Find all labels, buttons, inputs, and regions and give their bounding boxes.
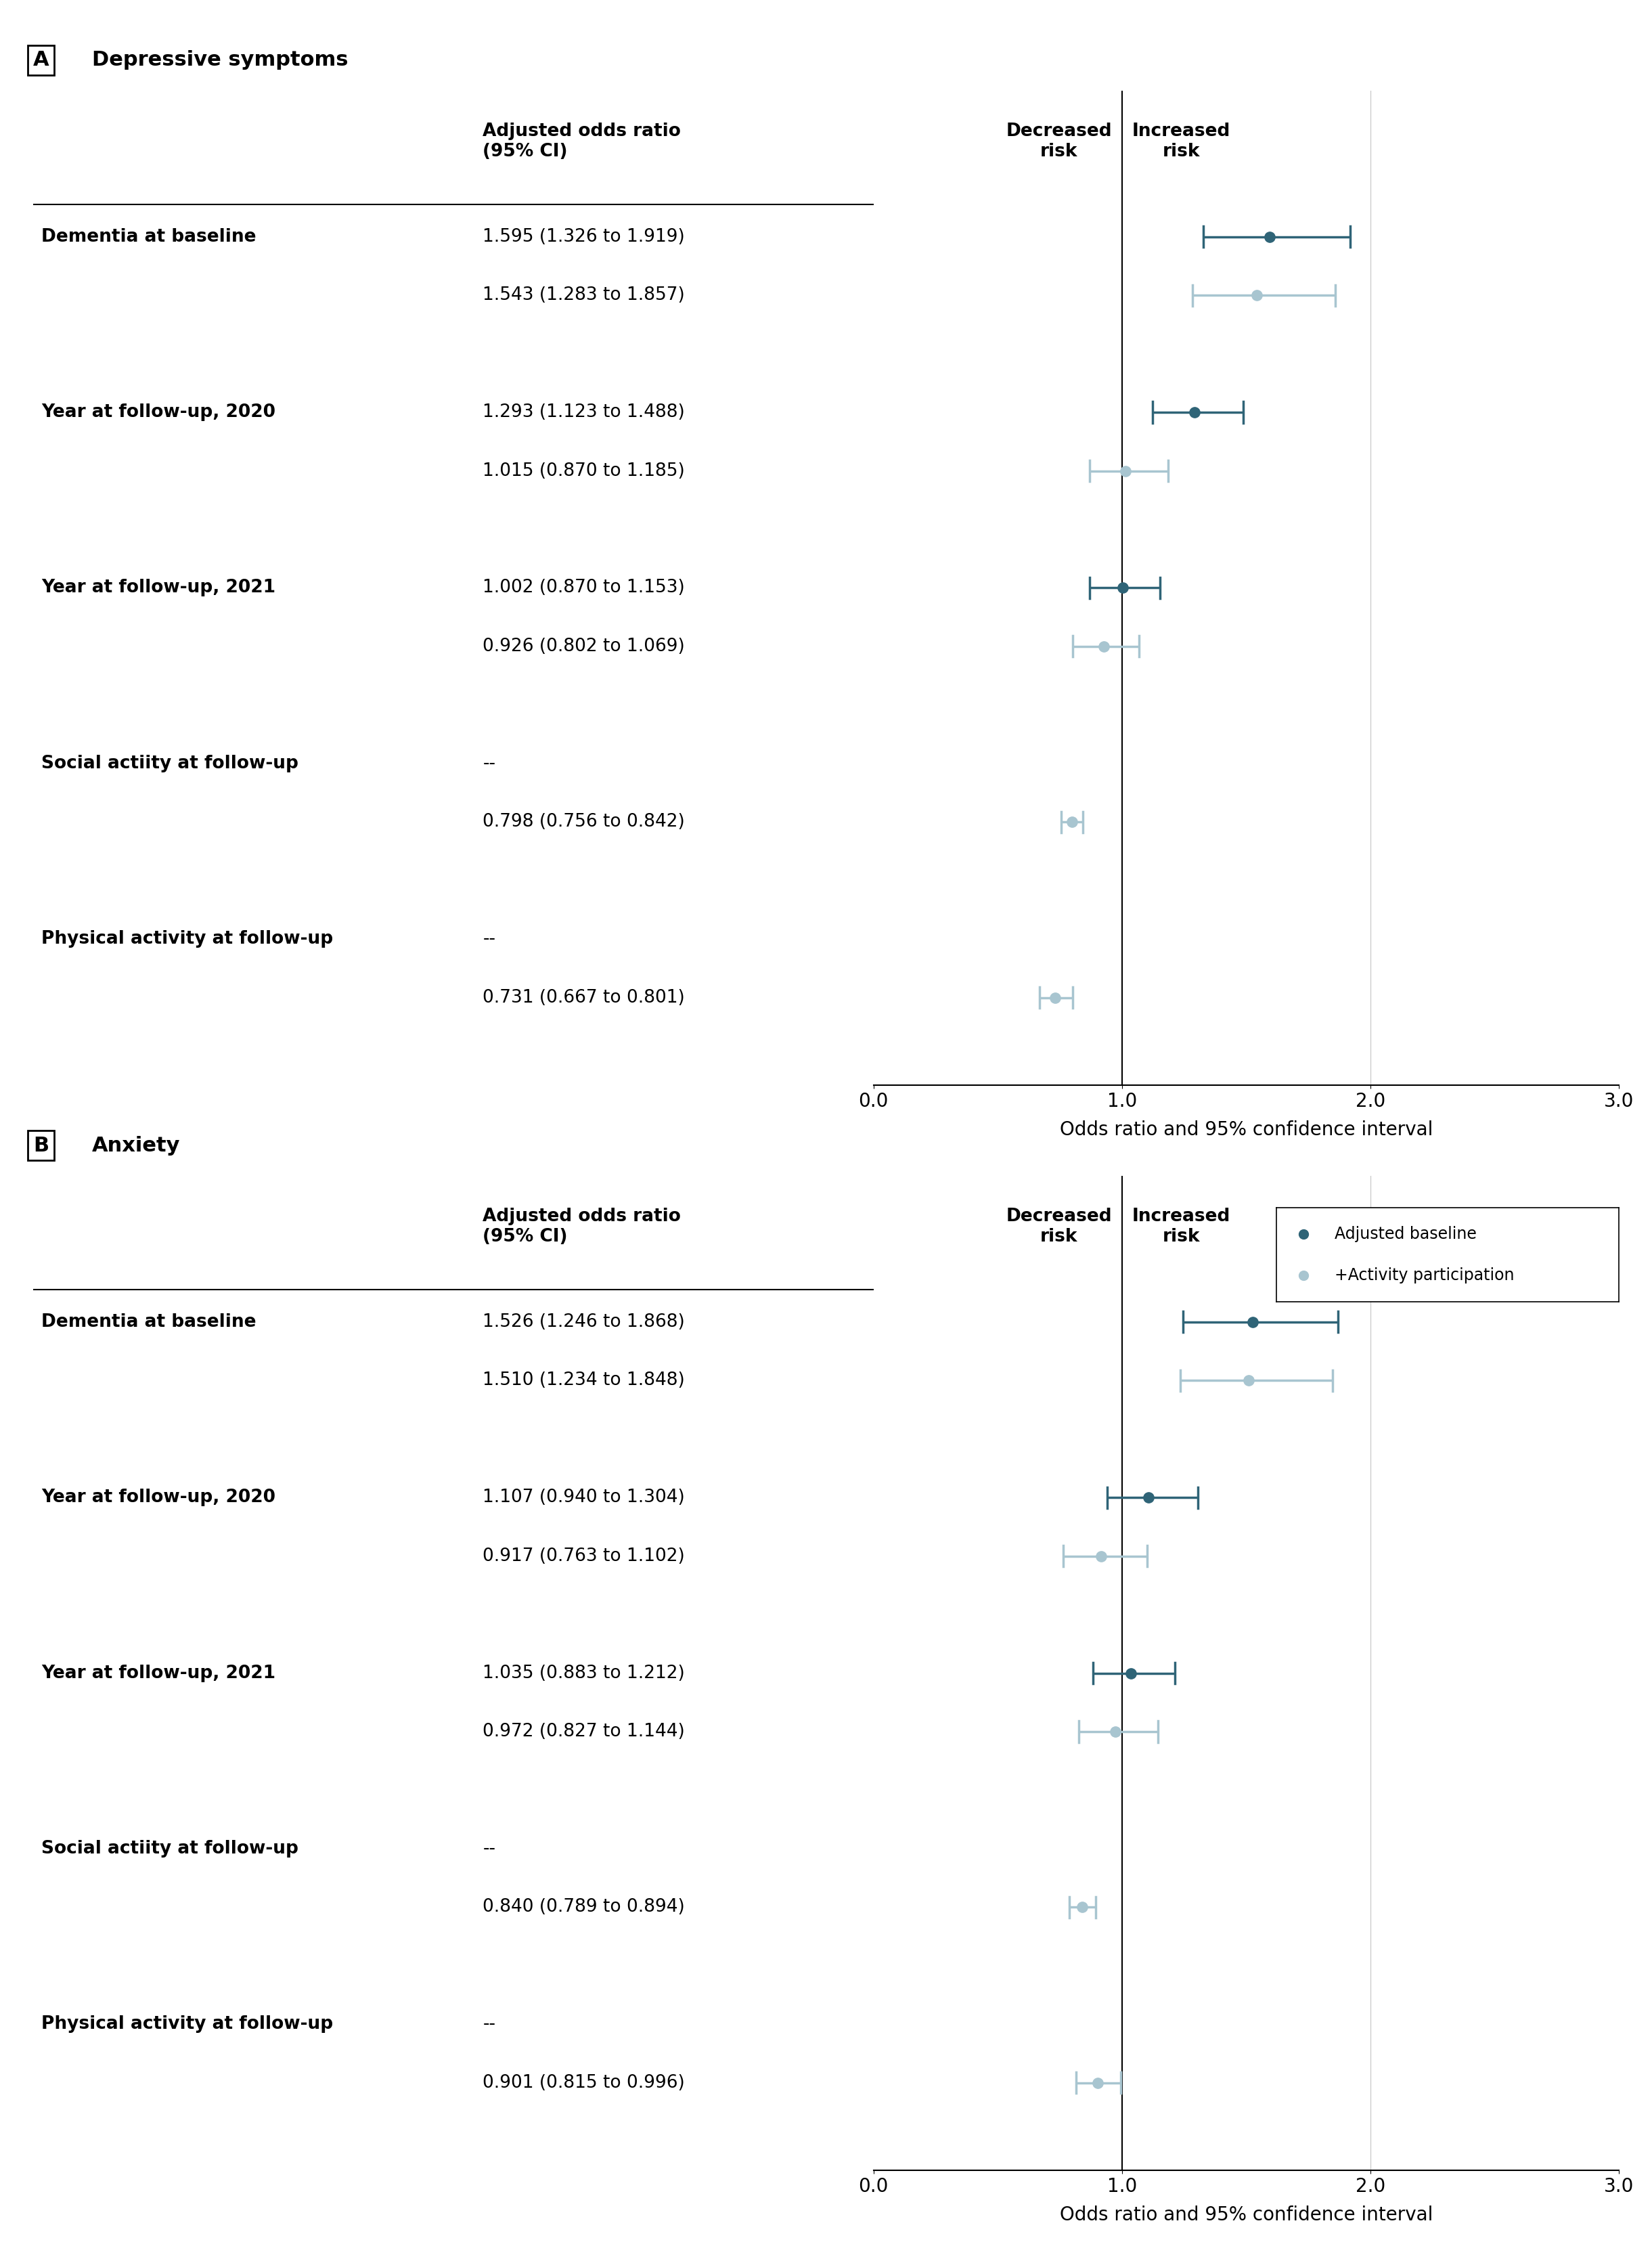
Text: Physical activity at follow-up: Physical activity at follow-up xyxy=(41,929,334,947)
Text: --: -- xyxy=(482,755,496,773)
Text: Year at follow-up, 2020: Year at follow-up, 2020 xyxy=(41,1488,276,1506)
X-axis label: Odds ratio and 95% confidence interval: Odds ratio and 95% confidence interval xyxy=(1059,2204,1432,2225)
Text: 1.035 (0.883 to 1.212): 1.035 (0.883 to 1.212) xyxy=(482,1664,686,1682)
Text: Decreased
risk: Decreased risk xyxy=(1006,122,1112,161)
Text: 1.015 (0.870 to 1.185): 1.015 (0.870 to 1.185) xyxy=(482,461,686,479)
Text: Year at follow-up, 2020: Year at follow-up, 2020 xyxy=(41,402,276,421)
Text: Social actiity at follow-up: Social actiity at follow-up xyxy=(41,1840,299,1859)
Text: 1.526 (1.246 to 1.868): 1.526 (1.246 to 1.868) xyxy=(482,1314,686,1332)
Text: --: -- xyxy=(482,2015,496,2033)
Text: Adjusted odds ratio
(95% CI): Adjusted odds ratio (95% CI) xyxy=(482,122,681,161)
Text: Increased
risk: Increased risk xyxy=(1132,122,1231,161)
Text: Dementia at baseline: Dementia at baseline xyxy=(41,228,256,246)
Text: 0.917 (0.763 to 1.102): 0.917 (0.763 to 1.102) xyxy=(482,1547,686,1565)
Text: 1.107 (0.940 to 1.304): 1.107 (0.940 to 1.304) xyxy=(482,1488,686,1506)
Text: A: A xyxy=(33,50,50,70)
Text: B: B xyxy=(33,1135,48,1155)
Text: Year at follow-up, 2021: Year at follow-up, 2021 xyxy=(41,579,276,597)
Text: 0.731 (0.667 to 0.801): 0.731 (0.667 to 0.801) xyxy=(482,988,686,1006)
Text: Decreased
risk: Decreased risk xyxy=(1006,1207,1112,1246)
Text: Anxiety: Anxiety xyxy=(93,1135,180,1155)
Text: 0.972 (0.827 to 1.144): 0.972 (0.827 to 1.144) xyxy=(482,1723,686,1741)
Text: 1.293 (1.123 to 1.488): 1.293 (1.123 to 1.488) xyxy=(482,402,686,421)
X-axis label: Odds ratio and 95% confidence interval: Odds ratio and 95% confidence interval xyxy=(1059,1119,1432,1140)
Text: 1.510 (1.234 to 1.848): 1.510 (1.234 to 1.848) xyxy=(482,1372,686,1388)
Text: Depressive symptoms: Depressive symptoms xyxy=(93,50,349,70)
Text: Increased
risk: Increased risk xyxy=(1132,1207,1231,1246)
Text: --: -- xyxy=(482,1840,496,1859)
Text: 0.901 (0.815 to 0.996): 0.901 (0.815 to 0.996) xyxy=(482,2073,686,2091)
Text: Dementia at baseline: Dementia at baseline xyxy=(41,1314,256,1332)
Text: 0.926 (0.802 to 1.069): 0.926 (0.802 to 1.069) xyxy=(482,638,686,656)
Text: Year at follow-up, 2021: Year at follow-up, 2021 xyxy=(41,1664,276,1682)
Text: 0.840 (0.789 to 0.894): 0.840 (0.789 to 0.894) xyxy=(482,1899,686,1915)
Text: Social actiity at follow-up: Social actiity at follow-up xyxy=(41,755,299,773)
Text: 1.595 (1.326 to 1.919): 1.595 (1.326 to 1.919) xyxy=(482,228,686,246)
Text: --: -- xyxy=(482,929,496,947)
Text: Physical activity at follow-up: Physical activity at follow-up xyxy=(41,2015,334,2033)
Text: 1.543 (1.283 to 1.857): 1.543 (1.283 to 1.857) xyxy=(482,287,686,303)
Text: 1.002 (0.870 to 1.153): 1.002 (0.870 to 1.153) xyxy=(482,579,686,597)
Text: 0.798 (0.756 to 0.842): 0.798 (0.756 to 0.842) xyxy=(482,814,686,830)
Text: Adjusted odds ratio
(95% CI): Adjusted odds ratio (95% CI) xyxy=(482,1207,681,1246)
